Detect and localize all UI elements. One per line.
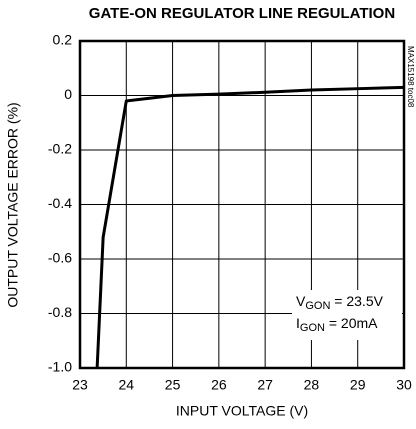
chart-title: GATE-ON REGULATOR LINE REGULATION bbox=[89, 5, 395, 22]
y-tick-label: -0.6 bbox=[48, 250, 72, 266]
x-tick-label: 29 bbox=[350, 377, 366, 393]
annotation-part: I bbox=[296, 315, 300, 331]
annotation-part: GON bbox=[300, 322, 325, 334]
x-tick-label: 26 bbox=[211, 377, 227, 393]
annotation-part: GON bbox=[305, 300, 330, 312]
x-tick-label: 28 bbox=[304, 377, 320, 393]
annotation-part: = 23.5V bbox=[330, 293, 383, 309]
x-tick-label: 25 bbox=[165, 377, 181, 393]
x-axis-label: INPUT VOLTAGE (V) bbox=[176, 403, 308, 419]
annotation-part: V bbox=[296, 293, 306, 309]
x-tick-label: 23 bbox=[72, 377, 88, 393]
y-tick-label: -1.0 bbox=[48, 359, 72, 375]
x-tick-label: 27 bbox=[257, 377, 273, 393]
annotation: IGON = 20mA bbox=[296, 315, 378, 334]
x-tick-label: 30 bbox=[396, 377, 412, 393]
y-tick-label: -0.2 bbox=[48, 141, 72, 157]
annotation-background bbox=[292, 290, 402, 340]
y-tick-label: 0 bbox=[64, 86, 72, 102]
y-tick-label: -0.8 bbox=[48, 304, 72, 320]
x-tick-label: 24 bbox=[118, 377, 134, 393]
data-line bbox=[95, 85, 405, 369]
plot-frame bbox=[78, 39, 406, 370]
side-note: MAX15198 toc08 bbox=[406, 46, 415, 108]
y-tick-label: 0.2 bbox=[53, 32, 73, 48]
y-tick-label: -0.4 bbox=[48, 195, 72, 211]
annotation-part: = 20mA bbox=[325, 315, 378, 331]
annotation: VGON = 23.5V bbox=[296, 293, 384, 312]
y-axis-label: OUTPUT VOLTAGE ERROR (%) bbox=[5, 102, 21, 307]
